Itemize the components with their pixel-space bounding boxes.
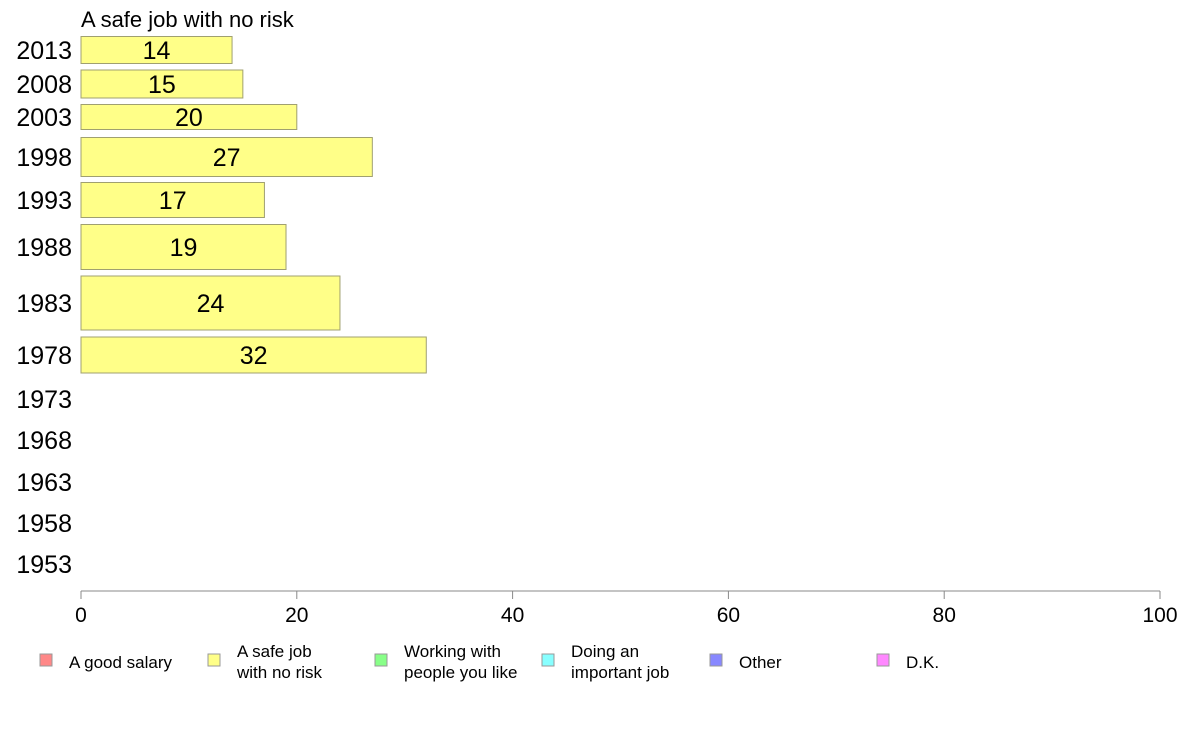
y-tick-label: 1958 (16, 510, 72, 538)
legend-label: with no risk (236, 663, 323, 682)
x-tick-label: 80 (933, 604, 956, 627)
y-tick-label: 1953 (16, 551, 72, 579)
legend-label: Doing an (571, 642, 639, 661)
y-tick-label: 1978 (16, 342, 72, 370)
x-tick-label: 60 (717, 604, 740, 627)
legend-swatch (39, 653, 53, 667)
bar (80, 36, 233, 64)
y-axis-labels: 2013 2008 2003 1998 1993 1988 1983 1978 1973 1968… (16, 37, 72, 579)
y-tick-label: 2008 (16, 71, 72, 99)
bar (80, 224, 287, 270)
legend-label: Working with (404, 642, 501, 661)
x-tick-label: 40 (501, 604, 524, 627)
data-label: 20 (175, 104, 203, 132)
bar (80, 69, 244, 99)
bar (80, 182, 265, 218)
legend: A good salary A safe job with no risk Worki… (39, 642, 939, 682)
legend-swatch (876, 653, 890, 667)
bars-group: 14 15 20 27 17 19 24 32 (80, 36, 427, 374)
y-tick-label: 1963 (16, 469, 72, 497)
data-label: 19 (170, 234, 198, 262)
y-tick-label: 2003 (16, 104, 72, 132)
bar (80, 336, 427, 374)
x-tick-label: 100 (1142, 604, 1177, 627)
legend-swatch (374, 653, 388, 667)
bar (80, 137, 373, 177)
data-label: 15 (148, 71, 176, 99)
legend-label: Other (739, 653, 782, 672)
legend-swatch (709, 653, 723, 667)
y-tick-label: 1968 (16, 427, 72, 455)
x-tick-label: 20 (285, 604, 308, 627)
legend-label: D.K. (906, 653, 939, 672)
y-tick-label: 1973 (16, 386, 72, 414)
data-label: 14 (143, 37, 171, 65)
chart-title: A safe job with no risk (81, 7, 295, 32)
y-tick-label: 2013 (16, 37, 72, 65)
data-label: 24 (197, 290, 225, 318)
x-tick-label: 0 (75, 604, 87, 627)
bar (80, 275, 341, 331)
legend-label: important job (571, 663, 669, 682)
data-label: 17 (159, 187, 187, 215)
legend-label: people you like (404, 663, 517, 682)
y-tick-label: 1988 (16, 234, 72, 262)
y-tick-label: 1993 (16, 187, 72, 215)
data-label: 27 (213, 144, 241, 172)
legend-swatch (207, 653, 221, 667)
y-tick-label: 1983 (16, 290, 72, 318)
x-axis: 0 20 40 60 80 100 (75, 590, 1178, 627)
legend-label: A good salary (69, 653, 173, 672)
y-tick-label: 1998 (16, 144, 72, 172)
legend-label: A safe job (237, 642, 312, 661)
legend-swatch (541, 653, 555, 667)
data-label: 32 (240, 342, 268, 370)
bar (80, 104, 298, 130)
